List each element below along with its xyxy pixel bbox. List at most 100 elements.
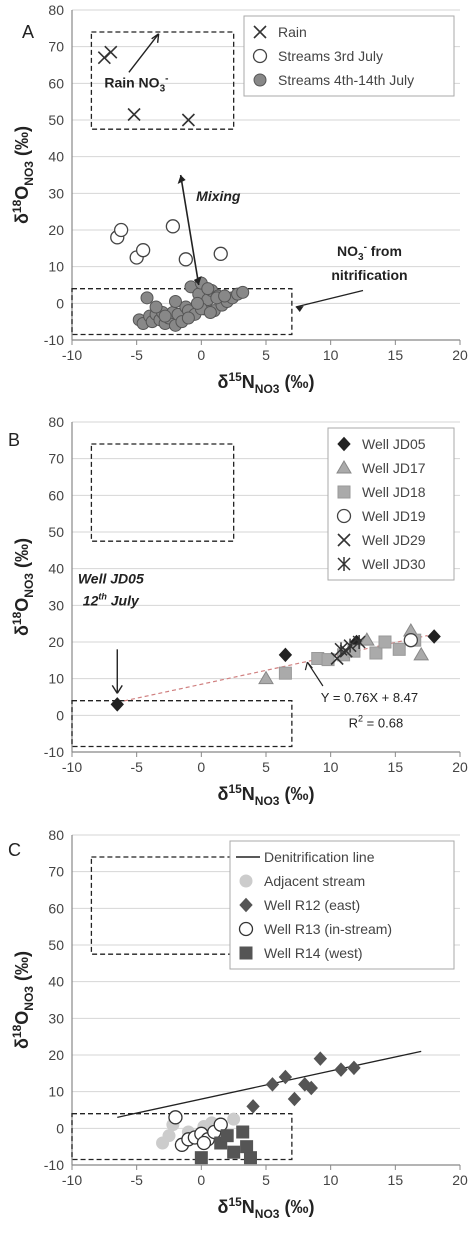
y-axis-label-element: O <box>12 598 32 612</box>
r2-value: = 0.68 <box>363 716 403 731</box>
y-axis-label: δ18ONO3 (‰) <box>10 538 36 636</box>
rain-no-text: Rain NO <box>104 74 159 90</box>
y-tick-label: 0 <box>56 1120 64 1136</box>
point-well-jd19 <box>403 633 419 648</box>
nitrification-arrowhead <box>295 306 304 312</box>
legend-entry: Well R12 (east) <box>264 897 360 913</box>
y-axis-label-delta: δ <box>12 213 32 224</box>
legend-entry: Adjacent stream <box>264 873 365 889</box>
point-streams-3rd-july <box>178 252 193 267</box>
y-tick-label: 80 <box>48 2 64 18</box>
point-well-r12-east <box>278 1069 293 1085</box>
y-axis-label-unit: (‰) <box>12 538 32 573</box>
y-axis-label-sub: NO3 <box>22 573 36 598</box>
legend-entry: Well JD05 <box>362 436 426 452</box>
point-well-r13-in-stream <box>196 1135 212 1151</box>
x-axis-label-delta: δ <box>218 1197 229 1217</box>
point-streams-3rd-july <box>113 222 129 238</box>
point-adjacent-stream <box>162 1129 176 1143</box>
y-tick-label: 60 <box>48 75 64 91</box>
x-axis-label-sup: 15 <box>228 370 242 384</box>
y-tick-label: -10 <box>44 744 64 760</box>
x-axis-label-delta: δ <box>218 372 229 392</box>
x-axis-label-sub: NO3 <box>255 794 280 808</box>
legend-entry: Well R14 (west) <box>264 945 363 961</box>
y-tick-label: 20 <box>48 222 64 238</box>
point-well-r12-east <box>334 1062 348 1077</box>
regression-r2: R2 = 0.68 <box>349 714 404 731</box>
point-well-jd30 <box>352 635 366 649</box>
well-jd05-date: 12th July <box>83 592 140 609</box>
legend-entry: Well JD17 <box>362 460 426 476</box>
point-streams-4th-14th-july <box>140 291 154 305</box>
point-well-r14-west <box>194 1151 208 1165</box>
y-tick-label: 70 <box>48 451 64 467</box>
point-streams-4th-14th-july <box>168 295 182 308</box>
legend: Well JD05 Well JD17 Well JD18 Well JD19 Well… <box>327 427 455 581</box>
point-well-jd17 <box>258 670 274 685</box>
point-well-jd18 <box>347 644 361 658</box>
point-rain <box>181 113 195 127</box>
legend-entry: Streams 3rd July <box>278 48 383 64</box>
point-well-jd17 <box>413 646 430 661</box>
x-tick-label: 10 <box>323 759 339 775</box>
y-tick-label: 10 <box>48 1084 64 1100</box>
x-axis-label: δ15NNO3 (‰) <box>218 782 315 808</box>
y-axis-label-unit: (‰) <box>12 126 32 161</box>
y-tick-label: 60 <box>48 487 64 503</box>
legend-box <box>243 15 455 97</box>
y-tick-label: 40 <box>48 561 64 577</box>
date-day: 12 <box>83 593 99 609</box>
point-well-jd18 <box>369 646 383 660</box>
nitrification-label-line2: nitrification <box>331 267 407 283</box>
dashed-box <box>71 1113 293 1161</box>
x-tick-label: 20 <box>452 347 468 363</box>
point-well-jd18 <box>278 666 292 680</box>
legend-entry: Well JD18 <box>362 484 426 500</box>
x-tick-label: 15 <box>388 1172 404 1188</box>
x-tick-label: 5 <box>262 347 270 363</box>
nitrification-label-line1: NO3- from <box>337 242 402 263</box>
legend-marker <box>336 508 352 524</box>
y-axis-label-sub: NO3 <box>22 161 36 186</box>
x-axis-label-sub: NO3 <box>255 382 280 396</box>
y-tick-label: 60 <box>48 900 64 916</box>
point-streams-4th-14th-july <box>190 296 204 310</box>
y-tick-label: 10 <box>48 259 64 275</box>
legend: Denitrification line Adjacent stream Well … <box>229 840 455 970</box>
y-tick-label: 30 <box>48 597 64 613</box>
legend-marker <box>337 557 351 571</box>
point-well-r14-west <box>227 1145 241 1159</box>
x-axis-label-sup: 15 <box>228 1195 242 1209</box>
rain-no-sub: 3 <box>160 83 166 94</box>
x-axis-label-sub: NO3 <box>255 1207 280 1221</box>
legend-entry: Well JD29 <box>362 532 426 548</box>
point-streams-4th-14th-july <box>236 285 250 299</box>
y-tick-label: 20 <box>48 634 64 650</box>
y-tick-label: 70 <box>48 864 64 880</box>
x-axis-label-unit: (‰) <box>279 1197 314 1217</box>
date-sup: th <box>98 592 107 602</box>
y-axis-label: δ18ONO3 (‰) <box>10 951 36 1049</box>
x-tick-label: 15 <box>388 759 404 775</box>
equation-pointer-head <box>304 661 313 671</box>
x-tick-label: -10 <box>62 759 82 775</box>
x-axis-label-delta: δ <box>218 784 229 804</box>
x-axis-label-element: N <box>242 784 255 804</box>
x-tick-label: -5 <box>130 759 143 775</box>
point-well-jd17 <box>359 632 375 646</box>
point-well-jd30 <box>334 642 348 657</box>
y-tick-label: 0 <box>56 295 64 311</box>
x-tick-label: -5 <box>130 347 143 363</box>
point-streams-3rd-july <box>165 219 181 234</box>
legend-entry: Well JD30 <box>362 556 426 572</box>
y-axis-label-sub: NO3 <box>22 986 36 1011</box>
point-well-r14-west <box>240 1140 254 1154</box>
nitrif-no: NO <box>337 243 358 259</box>
legend-marker <box>337 533 351 547</box>
nitrif-sup: - <box>364 242 367 253</box>
